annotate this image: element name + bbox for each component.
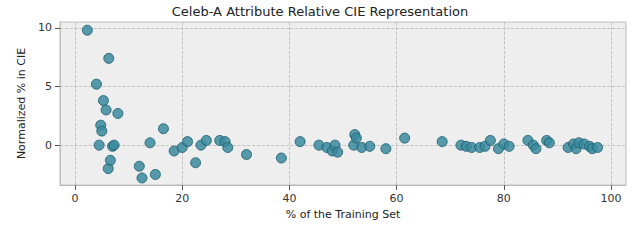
svg-text:20: 20 — [175, 192, 189, 205]
svg-text:0: 0 — [72, 192, 79, 205]
svg-text:0: 0 — [45, 139, 52, 152]
svg-text:100: 100 — [600, 192, 621, 205]
svg-text:Normalized % in CIE: Normalized % in CIE — [15, 48, 28, 159]
svg-text:5: 5 — [45, 80, 52, 93]
svg-text:10: 10 — [38, 21, 52, 34]
svg-text:80: 80 — [497, 192, 511, 205]
svg-text:40: 40 — [282, 192, 296, 205]
svg-text:Celeb-A Attribute Relative CIE: Celeb-A Attribute Relative CIE Represent… — [172, 4, 468, 19]
svg-text:% of the Training Set: % of the Training Set — [286, 208, 401, 221]
svg-text:60: 60 — [390, 192, 404, 205]
